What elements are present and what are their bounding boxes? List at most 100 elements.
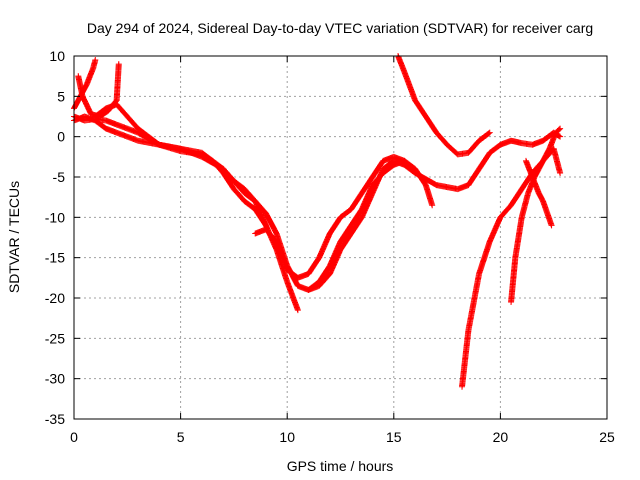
- data-point: [113, 129, 140, 144]
- chart-title: Day 294 of 2024, Sidereal Day-to-day VTE…: [87, 20, 593, 36]
- x-tick-label: 10: [279, 429, 295, 445]
- data-point: [262, 210, 280, 236]
- data-point: [305, 283, 322, 293]
- data-point: [465, 138, 482, 156]
- data-point: [557, 133, 564, 140]
- tick-layer: 0 5 10 15 20 25 10 5 0 -5 -10 -15 -20 -25 -30 -35: [45, 48, 615, 445]
- data-point: [429, 202, 436, 209]
- data-point: [465, 166, 482, 189]
- data-point: [401, 69, 418, 103]
- data-point: [401, 157, 418, 172]
- data-point: [465, 271, 482, 334]
- data-point: [115, 61, 122, 68]
- data-point: [348, 215, 365, 237]
- data-point: [550, 145, 563, 175]
- data-point: [284, 266, 300, 281]
- data-point: [230, 186, 247, 204]
- data-point: [390, 157, 407, 168]
- data-point: [497, 203, 514, 221]
- y-tick-label: 0: [57, 129, 65, 145]
- y-tick-label: -20: [45, 290, 65, 306]
- data-point: [262, 226, 279, 244]
- data-point: [433, 182, 460, 192]
- data-point: [369, 158, 386, 180]
- data-point: [476, 150, 493, 172]
- data-point: [102, 117, 119, 128]
- data-point: [401, 161, 418, 176]
- x-axis-title: GPS time / hours: [287, 458, 394, 474]
- data-point: [518, 191, 531, 221]
- series-track-i: [459, 145, 564, 390]
- data-point: [156, 141, 183, 152]
- data-point: [294, 271, 311, 281]
- data-point: [81, 113, 98, 124]
- data-point: [96, 108, 111, 120]
- series-track-k: [522, 157, 555, 229]
- data-point: [273, 238, 290, 272]
- data-point: [433, 129, 450, 147]
- data-point: [540, 146, 552, 164]
- data-point: [294, 282, 311, 293]
- data-point: [412, 97, 429, 119]
- data-point: [113, 101, 141, 131]
- data-point: [316, 231, 333, 261]
- data-point: [422, 182, 435, 208]
- data-point: [486, 142, 503, 156]
- y-tick-label: -35: [45, 411, 65, 427]
- data-point: [220, 169, 237, 192]
- data-point: [316, 263, 333, 285]
- data-point: [134, 125, 162, 148]
- data-point: [522, 157, 535, 179]
- data-point: [369, 166, 386, 197]
- data-point: [83, 66, 96, 88]
- data-point: [486, 215, 503, 245]
- data-point: [540, 130, 556, 144]
- data-point: [113, 121, 140, 136]
- y-axis-title: SDTVAR / TECUs: [6, 181, 22, 293]
- data-point: [177, 145, 204, 156]
- series-track-g: [305, 129, 564, 293]
- series-track-h: [395, 53, 493, 158]
- data-point: [358, 191, 376, 221]
- x-tick-label: 0: [70, 429, 78, 445]
- data-point: [546, 130, 559, 152]
- data-point: [252, 198, 269, 216]
- data-point: [209, 157, 226, 176]
- data-point: [241, 198, 258, 212]
- x-tick-label: 15: [386, 429, 402, 445]
- data-point: [552, 126, 563, 136]
- data-point: [529, 174, 542, 196]
- data-point: [92, 106, 109, 120]
- data-point: [380, 158, 396, 172]
- data-point: [348, 191, 365, 213]
- data-point: [358, 183, 376, 213]
- plot-frame: [73, 55, 608, 420]
- y-tick-label: -15: [45, 250, 65, 266]
- data-point: [508, 187, 525, 209]
- y-tick-label: 5: [57, 88, 65, 104]
- data-point: [326, 215, 343, 237]
- data-point: [512, 215, 525, 261]
- data-point: [444, 141, 460, 157]
- data-point: [476, 130, 492, 144]
- data-point: [476, 239, 493, 277]
- data-point: [230, 178, 247, 192]
- y-tick-label: -30: [45, 371, 65, 387]
- data-point: [544, 210, 555, 228]
- data-point: [316, 271, 333, 289]
- data-point: [241, 186, 258, 204]
- data-layer: [71, 53, 564, 390]
- data-point: [284, 278, 301, 313]
- data-point: [540, 198, 550, 216]
- data-point: [252, 206, 269, 228]
- data-point: [326, 247, 344, 277]
- data-point: [422, 113, 439, 135]
- y-tick-label: 10: [49, 48, 65, 64]
- data-point: [497, 138, 513, 148]
- data-point: [380, 154, 396, 164]
- data-point: [529, 138, 545, 148]
- series-track-j: [508, 125, 564, 306]
- data-point: [390, 153, 407, 164]
- data-point: [102, 125, 119, 136]
